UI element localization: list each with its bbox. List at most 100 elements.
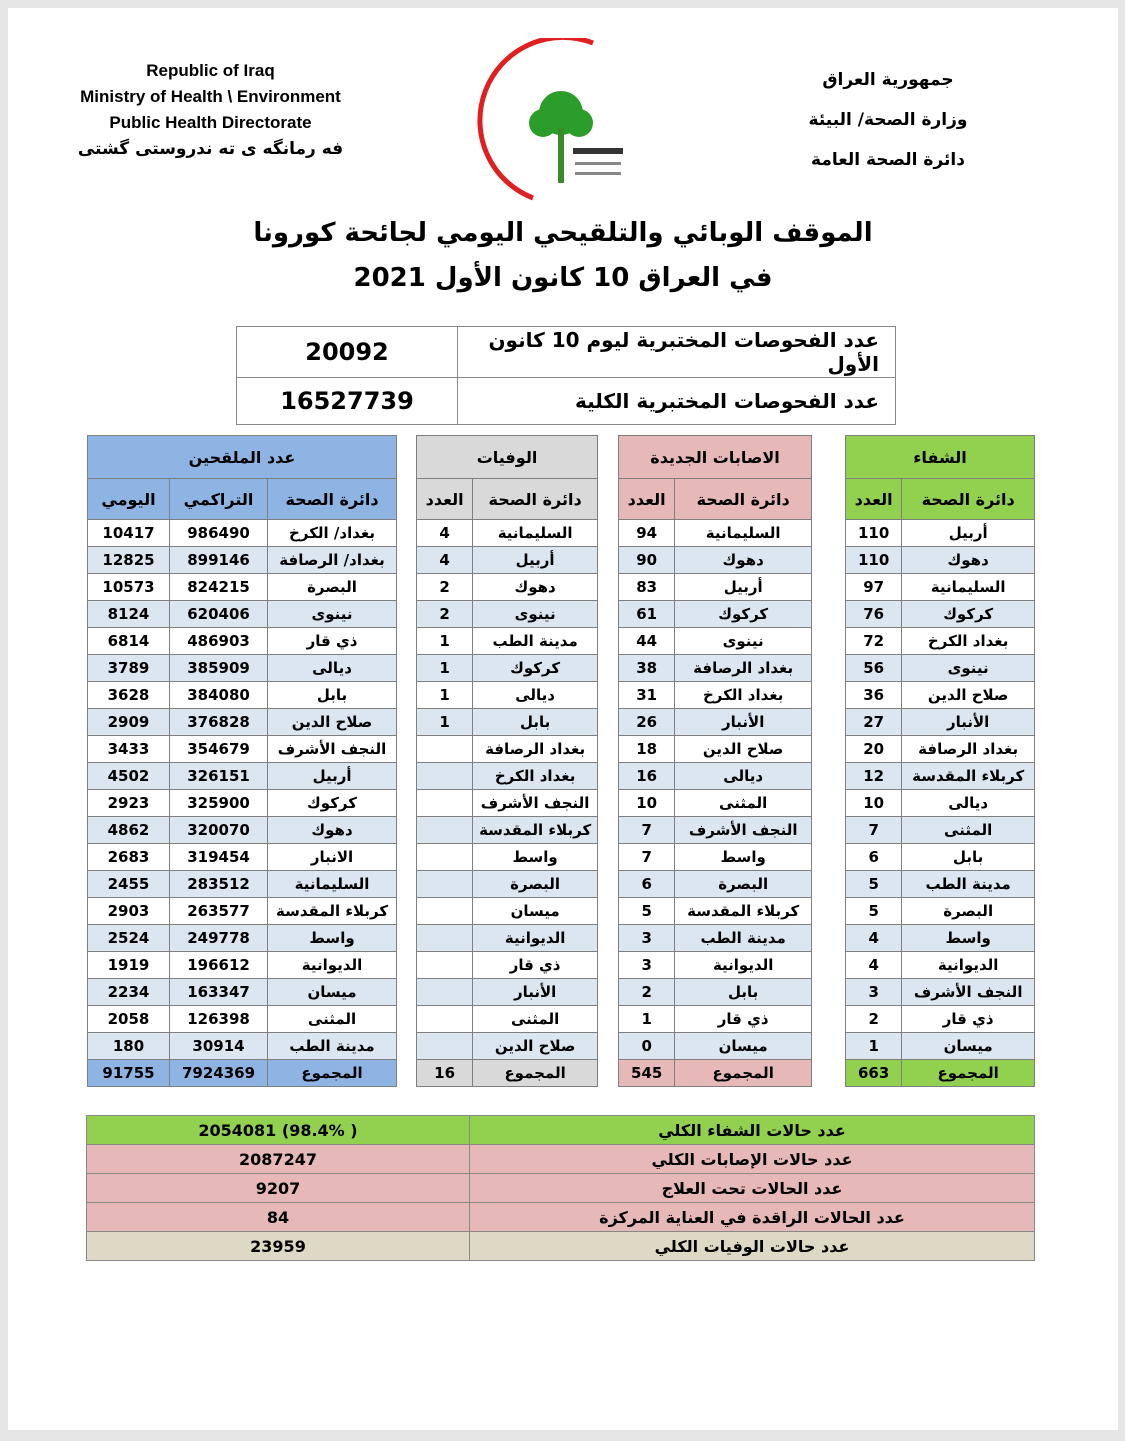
table-header-row: دائرة الصحة العدد — [844, 478, 1035, 520]
table-row: واسط — [415, 843, 598, 871]
directorate-cell: نينوى — [472, 600, 598, 628]
value-cell: 326151 — [168, 762, 269, 790]
value-cell: 126398 — [168, 1005, 269, 1033]
directorate-cell: نينوى — [267, 600, 397, 628]
column-header: دائرة الصحة — [674, 478, 812, 520]
column-header: العدد — [617, 478, 676, 520]
deaths-table: الوفيات دائرة الصحة العدد السليمانية 4 أربيل 4… — [415, 435, 598, 1087]
value-cell — [415, 870, 474, 898]
total-value: 16 — [415, 1059, 474, 1087]
summary-value: 2087247 — [86, 1144, 470, 1174]
directorate-cell: الانبار — [267, 843, 397, 871]
table-title-row: الاصابات الجديدة — [618, 435, 812, 479]
table-row: الأنبار — [415, 978, 598, 1006]
table-title: الاصابات الجديدة — [618, 435, 812, 479]
value-cell: 38 — [617, 654, 676, 682]
daily-tests-value: 20092 — [236, 326, 458, 378]
table-row: دهوك 2 — [415, 573, 598, 601]
table-row: أربيل 326151 4502 — [87, 762, 397, 790]
table-title: عدد الملقحين — [87, 435, 397, 479]
table-row: دهوك 90 — [617, 546, 812, 574]
value-cell: 3 — [617, 951, 676, 979]
directorate-cell: بابل — [674, 978, 812, 1006]
value-cell: 319454 — [168, 843, 269, 871]
summary-label: عدد حالات الوفيات الكلي — [469, 1231, 1035, 1261]
directorate-cell: دهوك — [901, 546, 1035, 574]
value-cell: 4 — [415, 546, 474, 574]
total-label: المجموع — [267, 1059, 397, 1087]
directorate-cell: البصرة — [472, 870, 598, 898]
total-row: المجموع 7924369 91755 — [87, 1059, 397, 1087]
value-cell: 6 — [844, 843, 903, 871]
table-row: المثنى 7 — [844, 816, 1035, 844]
directorate-cell: ديالى — [267, 654, 397, 682]
value-cell: 6 — [617, 870, 676, 898]
value-cell: 1 — [415, 654, 474, 682]
table-row: المثنى 10 — [617, 789, 812, 817]
total-tests-label: عدد الفحوصات المختبرية الكلية — [457, 377, 896, 425]
table-row: بغداد الرصافة — [415, 735, 598, 763]
value-cell: 10417 — [87, 519, 170, 547]
value-cell — [415, 816, 474, 844]
directorate-cell: ديالى — [901, 789, 1035, 817]
directorate-cell: ذي قار — [267, 627, 397, 655]
value-cell: 7 — [617, 816, 676, 844]
value-cell: 486903 — [168, 627, 269, 655]
value-cell: 6814 — [87, 627, 170, 655]
value-cell — [415, 924, 474, 952]
total-label: المجموع — [472, 1059, 598, 1087]
directorate-cell: بغداد الرصافة — [472, 735, 598, 763]
directorate-cell: النجف الأشرف — [267, 735, 397, 763]
directorate-cell: ميسان — [472, 897, 598, 925]
summary-label: عدد حالات الشفاء الكلي — [469, 1115, 1035, 1145]
table-row: ميسان 1 — [844, 1032, 1035, 1060]
table-row: الديوانية 3 — [617, 951, 812, 979]
table-row: ذي قار 2 — [844, 1005, 1035, 1033]
table-header-row: دائرة الصحة التراكمي اليومي — [87, 478, 397, 520]
directorate-cell: السليمانية — [267, 870, 397, 898]
summary-value: 9207 — [86, 1173, 470, 1203]
summary-label: عدد الحالات تحت العلاج — [469, 1173, 1035, 1203]
value-cell — [415, 843, 474, 871]
value-cell: 18 — [617, 735, 676, 763]
total-label: المجموع — [901, 1059, 1035, 1087]
table-row: الأنبار 27 — [844, 708, 1035, 736]
table-row: النجف الأشرف 7 — [617, 816, 812, 844]
table-row: الانبار 319454 2683 — [87, 843, 397, 871]
table-row: البصرة — [415, 870, 598, 898]
summary-value: ( 98.4%) 2054081 — [86, 1115, 470, 1145]
total-row: المجموع 663 — [844, 1059, 1035, 1087]
directorate-cell: مدينة الطب — [267, 1032, 397, 1060]
directorate-cell: صلاح الدين — [267, 708, 397, 736]
summary-row: عدد الحالات تحت العلاج 9207 — [86, 1173, 1035, 1203]
column-header: اليومي — [87, 478, 170, 520]
table-title: الشفاء — [845, 435, 1035, 479]
value-cell: 16 — [617, 762, 676, 790]
value-cell: 1 — [415, 708, 474, 736]
table-row: دهوك 320070 4862 — [87, 816, 397, 844]
directorate-cell: كربلاء المقدسة — [901, 762, 1035, 790]
value-cell: 385909 — [168, 654, 269, 682]
directorate-cell: بابل — [472, 708, 598, 736]
table-row: بغداد/ الكرخ 986490 10417 — [87, 519, 397, 547]
column-header: التراكمي — [168, 478, 269, 520]
value-cell: 1 — [415, 681, 474, 709]
directorate-cell: بغداد الكرخ — [472, 762, 598, 790]
directorate-cell: الأنبار — [472, 978, 598, 1006]
value-cell: 2683 — [87, 843, 170, 871]
table-row: كربلاء المقدسة — [415, 816, 598, 844]
summary-row: عدد الحالات الراقدة في العناية المركزة 84 — [86, 1202, 1035, 1232]
total-row: المجموع 16 — [415, 1059, 598, 1087]
table-row: ميسان 163347 2234 — [87, 978, 397, 1006]
table-row: نينوى 44 — [617, 627, 812, 655]
directorate-cell: بغداد الرصافة — [901, 735, 1035, 763]
directorate-cell: صلاح الدين — [901, 681, 1035, 709]
table-row: نينوى 2 — [415, 600, 598, 628]
table-row: السليمانية 4 — [415, 519, 598, 547]
total-value: 663 — [844, 1059, 903, 1087]
summary-row: عدد حالات الإصابات الكلي 2087247 — [86, 1144, 1035, 1174]
directorate-cell: بغداد الكرخ — [901, 627, 1035, 655]
value-cell: 56 — [844, 654, 903, 682]
summary-row: عدد حالات الوفيات الكلي 23959 — [86, 1231, 1035, 1261]
value-cell: 899146 — [168, 546, 269, 574]
